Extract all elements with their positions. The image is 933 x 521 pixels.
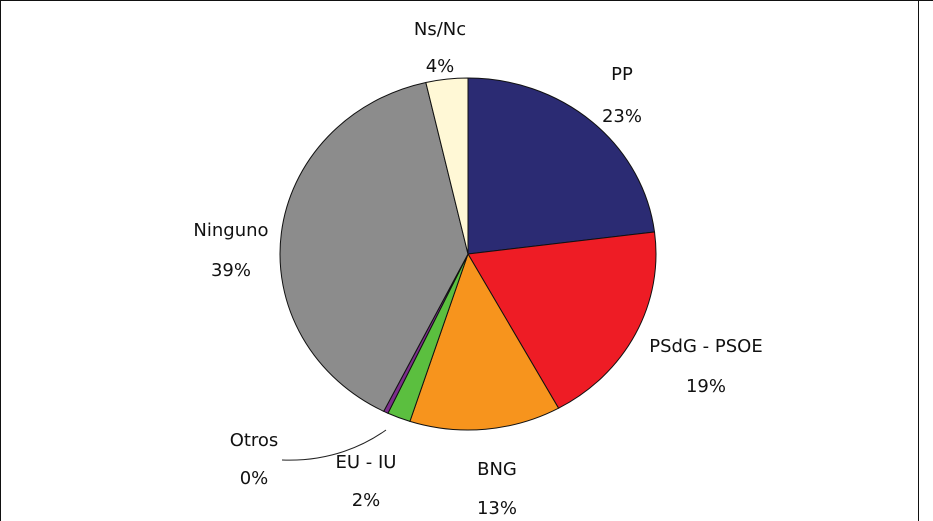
label-pp-value: 23%: [602, 106, 642, 127]
label-pp-name: PP: [611, 64, 633, 85]
otros-leader-line: [281, 429, 387, 461]
pie-slices: [279, 77, 657, 431]
pie-slice-pp: [467, 77, 656, 255]
label-bng-value: 13%: [477, 498, 517, 519]
label-nsnc-name: Ns/Nc: [414, 19, 466, 40]
pie-slice-psdg-psoe: [467, 231, 657, 409]
label-eu-iu-value: 2%: [352, 490, 381, 511]
label-ninguno-value: 39%: [211, 260, 251, 281]
label-eu-iu-name: EU - IU: [336, 452, 397, 473]
pie-slice-ninguno: [279, 81, 469, 412]
frame-right-border: [918, 0, 919, 521]
label-otros-value: 0%: [240, 468, 269, 489]
frame-top-border: [0, 0, 933, 1]
label-otros-name: Otros: [230, 430, 279, 451]
slice-labels: PP 23% PSdG - PSOE 19% BNG 13% EU - IU 2…: [193, 19, 762, 519]
label-nsnc-value: 4%: [426, 56, 455, 77]
pie-slice-bng: [409, 252, 560, 431]
label-bng-name: BNG: [477, 459, 517, 480]
label-ninguno-name: Ninguno: [193, 220, 268, 241]
frame-left-border: [0, 0, 1, 521]
label-psdg-psoe-name: PSdG - PSOE: [649, 336, 762, 357]
label-psdg-psoe-value: 19%: [686, 376, 726, 397]
pie-slice-ns-nc: [425, 77, 469, 255]
